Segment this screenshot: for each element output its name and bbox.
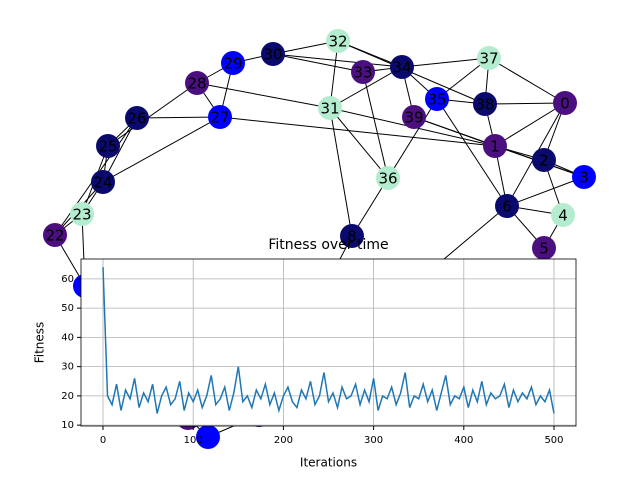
node-label: 37: [479, 50, 498, 68]
graph-node: [572, 165, 596, 189]
graph-node: [473, 92, 497, 116]
graph-node: [553, 91, 577, 115]
node-label: 6: [502, 198, 512, 216]
node-label: 25: [98, 138, 117, 156]
plot-frame: [80, 258, 577, 427]
graph-node: [318, 96, 342, 120]
node-label: 29: [223, 55, 242, 73]
graph-edge: [484, 102, 566, 105]
y-tick-label: 60: [61, 274, 74, 285]
graph-edge: [488, 57, 566, 104]
y-tick-label: 20: [61, 391, 74, 402]
node-label: 39: [404, 109, 423, 127]
graph-node: [532, 236, 556, 260]
node-label: 0: [560, 95, 570, 113]
node-label: 35: [427, 91, 446, 109]
node-label: 23: [72, 206, 91, 224]
graph-node: [125, 106, 149, 130]
graph-node: [351, 60, 375, 84]
graph-node: [70, 202, 94, 226]
graph-edge: [362, 71, 389, 179]
graph-edge: [272, 53, 403, 68]
graph-node: [551, 203, 575, 227]
x-tick-label: 300: [364, 435, 383, 446]
graph-node: [91, 170, 115, 194]
node-label: 4: [558, 207, 568, 225]
node-label: 33: [353, 64, 372, 82]
node-label: 24: [93, 174, 112, 192]
line-series: [102, 267, 555, 414]
graph-node: [261, 42, 285, 66]
graph-edge: [329, 107, 389, 179]
graph-node: [43, 223, 67, 247]
graph-node: [483, 134, 507, 158]
x-tick-label: 200: [274, 435, 293, 446]
graph-node: [96, 134, 120, 158]
graph-edge: [272, 53, 364, 73]
x-tick-label: 400: [454, 435, 473, 446]
node-label: 38: [475, 96, 494, 114]
node-label: 28: [187, 75, 206, 93]
graph-node: [390, 55, 414, 79]
y-tick-label: 10: [61, 420, 74, 431]
graph-edge: [329, 66, 403, 109]
node-label: 34: [392, 59, 411, 77]
node-label: 31: [320, 100, 339, 118]
y-tick-label: 40: [61, 332, 74, 343]
y-axis-label: Fitness: [33, 322, 47, 364]
graph-edge: [494, 102, 566, 147]
node-label: 1: [490, 138, 500, 156]
graph-node: [495, 194, 519, 218]
node-label: 8: [347, 228, 357, 246]
node-label: 3: [579, 169, 589, 187]
graph-node: [221, 51, 245, 75]
graph-edge: [506, 176, 585, 207]
graph-edge: [107, 82, 198, 147]
node-label: 30: [263, 46, 282, 64]
x-tick-label: 0: [100, 435, 106, 446]
graph-edge: [436, 98, 508, 207]
graph-edge: [329, 107, 353, 237]
graph-edge: [196, 82, 331, 109]
node-label: 22: [45, 227, 64, 245]
x-tick-label: 500: [544, 435, 563, 446]
y-tick-label: 30: [61, 362, 74, 373]
graph-edge: [102, 116, 221, 183]
graph-edge: [387, 98, 438, 179]
node-label: 26: [127, 110, 146, 128]
node-label: 5: [539, 240, 549, 258]
graph-node: [376, 166, 400, 190]
graph-node: [425, 87, 449, 111]
node-label: 27: [210, 109, 229, 127]
graph-edge: [219, 116, 496, 147]
graph-edge: [401, 57, 490, 68]
x-axis-label: Iterations: [300, 456, 357, 470]
graph-node: [185, 71, 209, 95]
node-label: 32: [328, 33, 347, 51]
node-label: 36: [378, 170, 397, 188]
node-label: 2: [539, 152, 549, 170]
x-tick-label: 100: [184, 435, 203, 446]
graph-node: [326, 29, 350, 53]
y-tick-label: 50: [61, 303, 74, 314]
graph-node: [196, 425, 220, 449]
graph-node: [477, 46, 501, 70]
graph-node: [340, 224, 364, 248]
chart-title: Fitness over time: [268, 237, 388, 253]
graph-node: [402, 105, 426, 129]
graph-node: [532, 148, 556, 172]
graph-edge: [136, 116, 221, 119]
graph-edge: [102, 117, 138, 183]
graph-node: [208, 105, 232, 129]
